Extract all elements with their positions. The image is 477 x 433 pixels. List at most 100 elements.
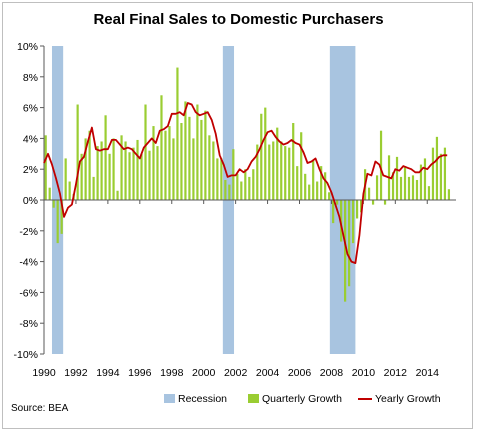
quarterly-bar (264, 107, 267, 200)
quarterly-bar (300, 132, 303, 200)
quarterly-bar (399, 176, 403, 200)
quarterly-bar (359, 200, 363, 213)
quarterly-bar (80, 153, 83, 200)
quarterly-bar (84, 138, 87, 200)
quarterly-bar (316, 181, 319, 200)
quarterly-bar (208, 135, 211, 200)
x-tick-labels: 1990 1992 1994 1996 1998 2000 2002 2004 2006 2008… (32, 367, 439, 379)
quarterly-bar (435, 136, 439, 200)
quarterly-bar (443, 147, 447, 200)
quarterly-bar (132, 147, 135, 200)
yearly-growth-line-group (43, 102, 448, 265)
quarterly-bar (272, 141, 275, 200)
x-tick-label: 2002 (224, 367, 248, 379)
axes (40, 45, 456, 355)
quarterly-bar (188, 116, 191, 200)
quarterly-bar (284, 146, 287, 200)
quarterly-bar (411, 175, 415, 200)
y-tick-label: 4% (23, 133, 38, 145)
quarterly-bar (344, 200, 347, 302)
quarterly-bar (148, 150, 151, 200)
quarterly-bar (180, 123, 183, 200)
y-tick-label: 6% (23, 103, 38, 115)
quarterly-bar (152, 126, 155, 200)
quarterly-bar (403, 166, 407, 200)
quarterly-bar (379, 130, 383, 200)
quarterly-bar (128, 152, 131, 200)
quarterly-bar (228, 184, 231, 200)
y-tick-label: 10% (17, 41, 38, 53)
quarterly-bar (292, 123, 295, 200)
quarterly-bar (56, 200, 59, 244)
x-tick-label: 2006 (288, 367, 312, 379)
y-tick-labels: 10% 8% 6% 4% 2% 0% -2% -4% -6% -8% -10% (13, 41, 38, 361)
legend-label-3: Yearly Growth (375, 393, 441, 405)
y-tick-label: 8% (23, 72, 38, 84)
quarterly-bar (244, 169, 247, 200)
quarterly-bar (192, 138, 195, 200)
quarterly-bar (96, 146, 99, 200)
quarterly-bar (184, 101, 187, 200)
x-tick-label: 2008 (320, 367, 344, 379)
quarterly-bar (415, 179, 419, 200)
x-tick-label: 1992 (64, 367, 88, 379)
quarterly-bar (256, 144, 259, 200)
quarterly-bar (439, 153, 443, 200)
quarterly-bar (120, 135, 123, 200)
quarterly-bar (240, 181, 243, 200)
quarterly-bar (427, 186, 431, 200)
quarterly-bar (204, 110, 207, 200)
quarterly-bar (172, 138, 175, 200)
quarterly-bar (268, 144, 271, 200)
legend: Recession Quarterly Growth Yearly Growth (164, 393, 441, 405)
quarterly-bar (355, 200, 359, 219)
quarterly-bar (391, 172, 395, 200)
quarterly-bar (367, 187, 371, 200)
quarterly-bar (304, 173, 307, 200)
quarterly-bar (196, 104, 199, 200)
legend-label-1: Recession (178, 393, 227, 405)
quarterly-bar (332, 200, 335, 224)
quarterly-bar (44, 135, 47, 200)
y-tick-label: 2% (23, 164, 38, 176)
quarterly-bar (423, 158, 427, 200)
quarterly-bar (116, 190, 119, 200)
quarterly-bar (324, 172, 327, 200)
x-tick-label: 1996 (128, 367, 152, 379)
quarterly-bar (200, 119, 203, 200)
quarterly-bar (236, 173, 239, 200)
quarterly-bar (328, 192, 331, 200)
quarterly-bar (136, 139, 139, 200)
quarterly-bar (288, 147, 291, 200)
quarterly-bar (64, 158, 67, 200)
y-tick-label: 0% (23, 195, 38, 207)
quarterly-bar (100, 141, 103, 200)
quarterly-bar (160, 95, 163, 200)
quarterly-bar (144, 104, 147, 200)
yearly-growth-line (43, 102, 448, 265)
quarterly-bar (68, 181, 71, 200)
quarterly-bar (447, 189, 451, 200)
quarterly-bar (212, 141, 215, 200)
quarterly-bar (156, 146, 159, 200)
quarterly-bar (352, 200, 355, 244)
legend-swatch-1 (164, 394, 175, 403)
legend-swatch-2 (248, 394, 259, 403)
quarterly-bar (312, 159, 315, 200)
quarterly-bar (252, 169, 255, 200)
quarterly-bar (60, 200, 63, 234)
chart-frame (2, 2, 473, 429)
quarterly-bar (48, 187, 51, 200)
quarterly-bar (419, 164, 423, 200)
quarterly-bar (224, 179, 227, 200)
quarterly-bar (92, 176, 95, 200)
x-tick-label: 1990 (32, 367, 56, 379)
quarterly-bar (112, 138, 115, 200)
y-tick-label: -6% (19, 287, 38, 299)
quarterly-bar (375, 175, 379, 200)
quarterly-bar (431, 147, 435, 200)
quarterly-bar (88, 130, 91, 200)
quarterly-bar (407, 176, 411, 200)
y-tick-label: -2% (19, 226, 38, 238)
